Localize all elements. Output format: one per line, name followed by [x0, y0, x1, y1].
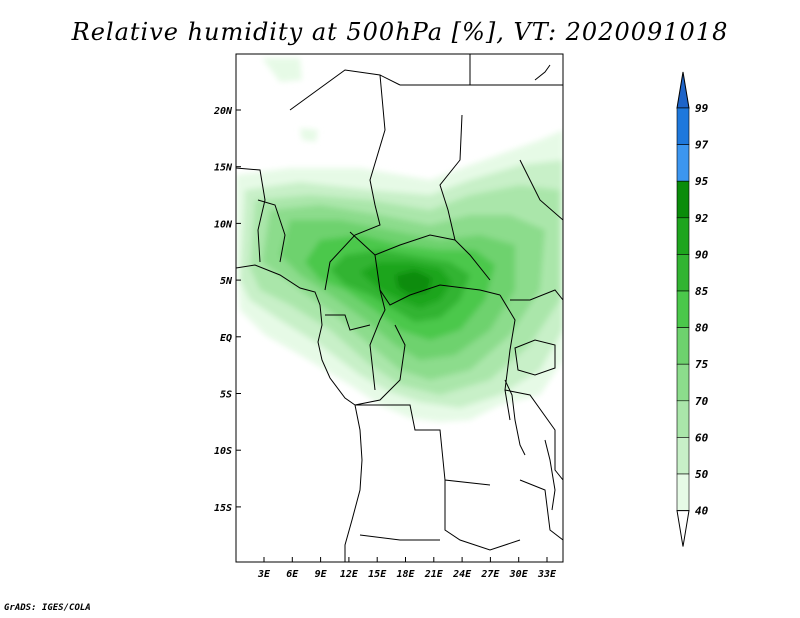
colorbar-segment: [676, 363, 690, 402]
colorbar-segment: [676, 400, 690, 438]
humidity-region-40-north: [262, 58, 302, 82]
border-drc-east: [499, 294, 516, 421]
red-sea-coast: [534, 64, 551, 81]
lat-label: 5S: [220, 390, 232, 401]
border-nigeria-cameroon: [324, 204, 381, 291]
border-sudan-east: [519, 159, 563, 221]
lon-label: 15E: [368, 569, 387, 580]
latitude-axis: 20N 15N 10N 5N EQ 5S 10S 15S: [213, 106, 241, 514]
border-north-central: [369, 74, 386, 206]
lon-label: 6E: [286, 569, 299, 580]
colorbar-bottom-arrow: [676, 510, 690, 547]
colorbar-label: 80: [695, 322, 709, 335]
lat-label: 15N: [214, 163, 233, 174]
colorbar-segment: [676, 254, 690, 292]
humidity-region-92: [395, 270, 432, 295]
colorbar-label: 90: [695, 248, 709, 261]
colorbar-segment: [676, 107, 690, 145]
colorbar-segment: [676, 290, 690, 328]
map-frame: [235, 53, 564, 563]
colorbar-segment: [676, 180, 690, 219]
border-uganda-kenya: [510, 289, 563, 301]
border-gabon: [325, 314, 371, 331]
lon-label: 21E: [424, 569, 444, 580]
colorbar-top-arrow: [676, 71, 690, 109]
border-mozambique: [519, 479, 563, 541]
lat-label: 10S: [214, 446, 232, 457]
lon-label: 33E: [537, 569, 557, 580]
border-northwest: [289, 69, 401, 111]
border-libya: [400, 54, 471, 86]
longitude-axis: 3E 6E 9E 12E 15E 18E 21E 24E 27E 30E 33E: [257, 557, 557, 580]
colorbar-label: 92: [695, 212, 709, 225]
colorbar-label: 70: [695, 395, 709, 408]
colorbar-label: 97: [695, 139, 709, 152]
lon-label: 12E: [340, 569, 359, 580]
lake-malawi: [544, 439, 556, 511]
border-congo: [369, 289, 386, 391]
lon-label: 18E: [396, 569, 415, 580]
grads-credit: GrADS: IGES/COLA: [4, 603, 91, 613]
border-drc-west: [354, 324, 406, 406]
colorbar-label: 40: [695, 505, 709, 518]
colorbar-label: 60: [695, 431, 709, 444]
border-angola: [355, 404, 491, 486]
colorbar: 99 97 95 92 90 85 80 75 70 60 50 40: [676, 71, 709, 547]
border-namibia: [359, 534, 440, 541]
border-car-north: [349, 231, 456, 256]
border-nw-corner: [236, 167, 266, 263]
border-benin: [257, 199, 286, 263]
colorbar-segment: [676, 473, 690, 511]
border-zambia: [444, 480, 521, 551]
colorbar-segment: [676, 144, 690, 182]
colorbar-label: 75: [695, 358, 709, 371]
colorbar-label: 95: [695, 175, 709, 188]
colorbar-label: 50: [695, 468, 709, 481]
lat-label: 5N: [220, 276, 233, 287]
lon-label: 9E: [315, 569, 328, 580]
lon-label: 27E: [480, 569, 500, 580]
colorbar-label: 99: [695, 102, 709, 115]
colorbar-segment: [676, 327, 690, 365]
lat-label: 20N: [213, 106, 233, 117]
coastline: [236, 264, 363, 562]
lon-label: 30E: [509, 569, 529, 580]
country-borders: [236, 54, 563, 562]
humidity-field: [236, 58, 563, 422]
lake-victoria: [514, 339, 556, 376]
humidity-region-40-north2: [300, 128, 318, 142]
chart-title: Relative humidity at 500hPa [%], VT: 202…: [71, 18, 729, 46]
lon-label: 24E: [452, 569, 472, 580]
lat-label: EQ: [220, 333, 232, 344]
lat-label: 15S: [214, 503, 232, 514]
colorbar-segment: [676, 437, 690, 475]
lat-label: 10N: [214, 219, 233, 230]
lon-label: 3E: [257, 569, 271, 580]
border-chad-sudan: [439, 114, 491, 281]
colorbar-label: 85: [695, 285, 709, 298]
colorbar-segment: [676, 217, 690, 255]
border-tanzania: [504, 389, 563, 481]
lake-tanganyika: [504, 379, 526, 456]
